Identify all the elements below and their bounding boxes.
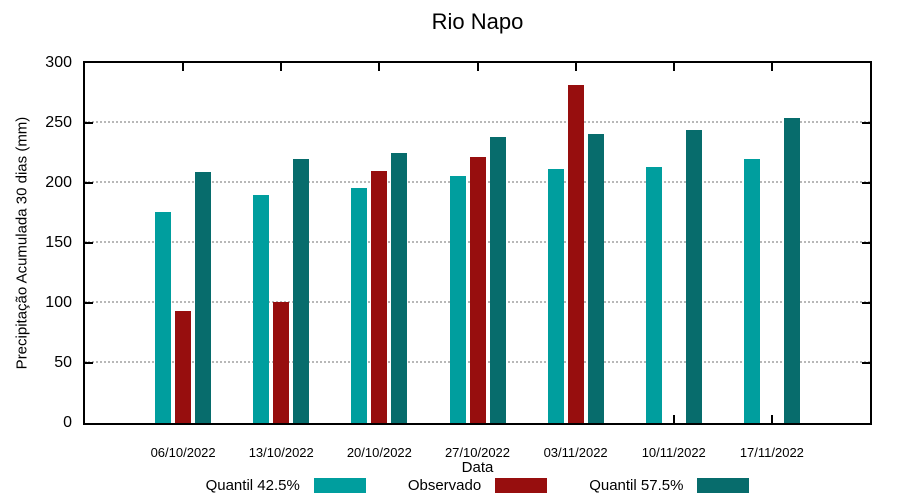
plot-area — [83, 61, 872, 425]
legend-entry-observado: Observado — [407, 477, 548, 494]
bar-quantil-42-5--06-10-2022 — [155, 211, 172, 423]
y-tick-label-150: 150 — [45, 234, 72, 251]
bar-observado-06-10-2022 — [175, 311, 192, 423]
bar-quantil-42-5--03-11-2022 — [547, 168, 564, 423]
bar-observado-03-11-2022 — [567, 84, 584, 423]
x-tick-top-1 — [280, 63, 283, 71]
x-tick-label-0: 06/10/2022 — [150, 445, 216, 460]
chart-title: Rio Napo — [431, 9, 524, 34]
x-tick-top-0 — [182, 63, 185, 71]
legend-entry-quantil-425: Quantil 42.5% — [206, 477, 366, 494]
bar-quantil-57-5--17-11-2022 — [783, 118, 800, 423]
x-tick-bottom-5 — [672, 415, 675, 423]
x-tick-label-4: 03/11/2022 — [543, 445, 608, 460]
bar-quantil-57-5--06-10-2022 — [195, 172, 212, 423]
bar-observado-13-10-2022 — [273, 301, 290, 423]
legend-label-quantil-575: Quantil 57.5% — [589, 477, 684, 494]
legend-swatch-quantil-575 — [697, 478, 750, 493]
x-tick-label-3: 27/10/2022 — [444, 445, 511, 460]
bar-quantil-57-5--10-11-2022 — [685, 130, 702, 423]
y-tick-right-200 — [862, 182, 870, 184]
x-axis-title: Data — [461, 459, 494, 476]
gridline-250 — [85, 121, 870, 123]
bar-quantil-42-5--20-10-2022 — [351, 187, 368, 423]
bar-quantil-42-5--10-11-2022 — [645, 167, 662, 423]
y-tick-right-50 — [862, 362, 870, 364]
y-tick-left-100 — [85, 302, 93, 304]
bar-quantil-42-5--27-10-2022 — [449, 175, 466, 423]
bar-quantil-42-5--17-11-2022 — [743, 159, 760, 423]
x-tick-top-6 — [770, 63, 773, 71]
y-tick-left-50 — [85, 362, 93, 364]
x-tick-label-1: 13/10/2022 — [248, 445, 314, 460]
bar-quantil-42-5--13-10-2022 — [253, 195, 270, 423]
bar-quantil-57-5--20-10-2022 — [391, 153, 408, 423]
x-tick-top-2 — [378, 63, 381, 71]
y-tick-label-250: 250 — [45, 114, 72, 131]
bar-observado-20-10-2022 — [371, 171, 388, 423]
legend-label-quantil-425: Quantil 42.5% — [205, 477, 300, 494]
x-tick-top-4 — [574, 63, 577, 71]
legend-label-observado: Observado — [407, 477, 482, 494]
bar-observado-27-10-2022 — [469, 156, 486, 423]
y-tick-right-250 — [862, 122, 870, 124]
y-tick-label-200: 200 — [45, 174, 72, 191]
bar-quantil-57-5--13-10-2022 — [293, 159, 310, 423]
y-tick-right-100 — [862, 302, 870, 304]
x-tick-label-2: 20/10/2022 — [346, 445, 412, 460]
x-tick-label-5: 10/11/2022 — [641, 445, 706, 460]
bar-quantil-57-5--03-11-2022 — [587, 133, 604, 423]
x-tick-label-6: 17/11/2022 — [739, 445, 804, 460]
y-tick-label-50: 50 — [54, 354, 72, 371]
y-tick-left-250 — [85, 122, 93, 124]
y-tick-left-200 — [85, 182, 93, 184]
y-tick-right-150 — [862, 242, 870, 244]
bar-quantil-57-5--27-10-2022 — [489, 137, 506, 423]
x-tick-top-3 — [476, 63, 479, 71]
x-tick-top-5 — [672, 63, 675, 71]
y-tick-left-150 — [85, 242, 93, 244]
y-tick-label-0: 0 — [63, 414, 72, 431]
x-tick-bottom-6 — [770, 415, 773, 423]
y-tick-label-300: 300 — [45, 54, 72, 71]
legend-swatch-quantil-425 — [313, 478, 366, 493]
legend-swatch-observado — [495, 478, 548, 493]
legend: Quantil 42.5% Observado Quantil 57.5% — [85, 477, 870, 494]
y-tick-label-100: 100 — [45, 294, 72, 311]
legend-entry-quantil-575: Quantil 57.5% — [589, 477, 750, 494]
